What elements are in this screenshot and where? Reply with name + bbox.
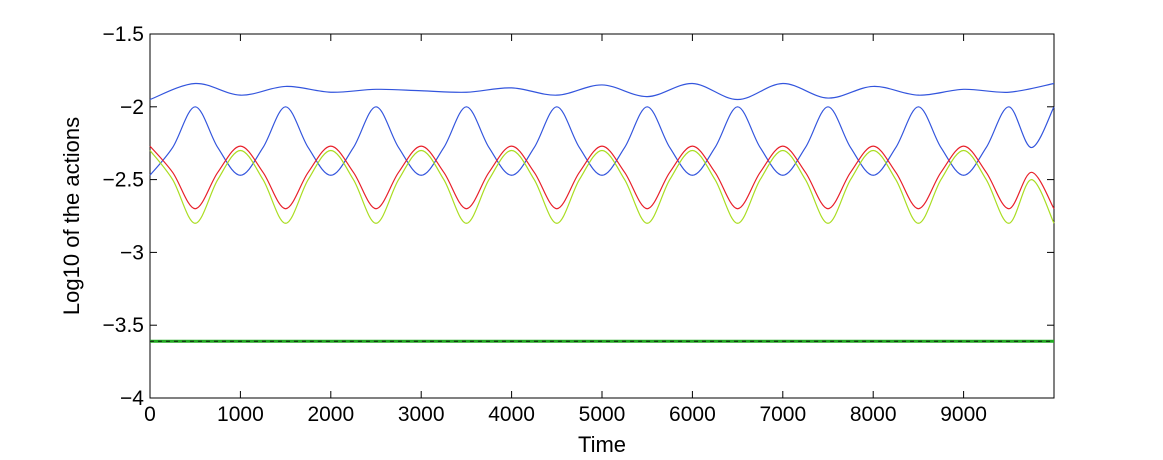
series-layer xyxy=(149,82,1055,343)
x-tick-label: 2000 xyxy=(307,403,354,426)
x-tick-label: 9000 xyxy=(940,403,987,426)
x-tick-label: 4000 xyxy=(488,403,535,426)
plot-area xyxy=(149,33,1055,399)
series-line-3 xyxy=(149,145,1055,210)
y-tick-label: −2 xyxy=(120,96,144,119)
y-axis-label: Log10 of the actions xyxy=(59,117,84,315)
x-tick-label: 3000 xyxy=(398,403,445,426)
series-line-2 xyxy=(149,106,1055,176)
x-tick-label: 0 xyxy=(144,403,156,426)
x-tick-label: 1000 xyxy=(217,403,264,426)
x-tick-label: 5000 xyxy=(579,403,626,426)
y-tick-label: −3 xyxy=(120,241,144,264)
x-tick-label: 6000 xyxy=(669,403,716,426)
tick-layer: 0 1000 2000 3000 4000 5000 6000 7000 8000 9000 −4 −… xyxy=(103,23,1054,426)
x-tick-label: 7000 xyxy=(759,403,806,426)
x-tick-label: 8000 xyxy=(850,403,897,426)
y-tick-label: −1.5 xyxy=(103,23,144,46)
x-axis-label: Time xyxy=(578,432,626,457)
y-tick-label: −2.5 xyxy=(103,169,144,192)
series-line-4 xyxy=(149,149,1055,224)
series-line-1 xyxy=(149,82,1055,101)
y-tick-label: −4 xyxy=(120,387,144,410)
y-tick-label: −3.5 xyxy=(103,314,144,337)
